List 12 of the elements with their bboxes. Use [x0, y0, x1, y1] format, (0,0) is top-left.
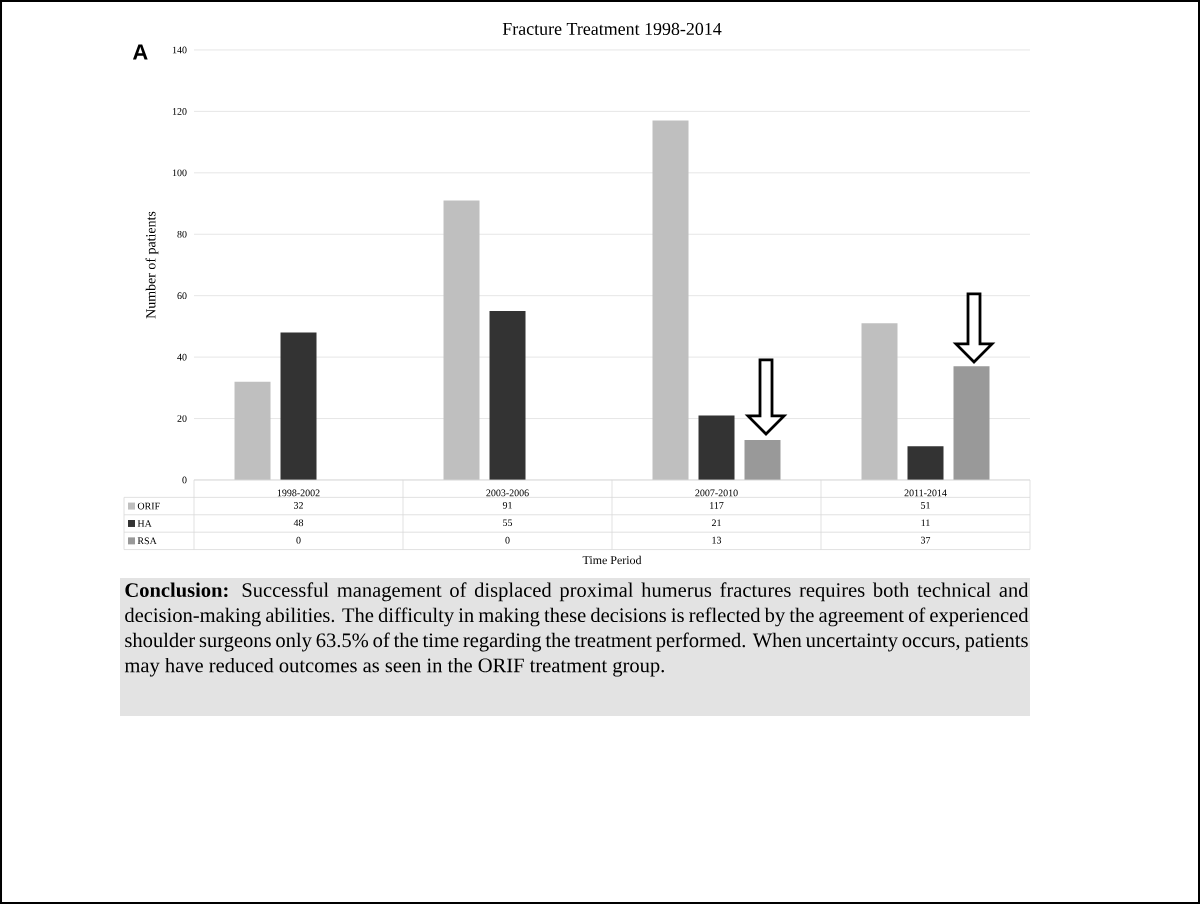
bar: [280, 332, 317, 480]
bar: [489, 311, 526, 480]
chart-title: Fracture Treatment 1998-2014: [502, 22, 722, 35]
bar: [652, 120, 689, 480]
bar: [907, 446, 944, 480]
text: Conclusion: Successful management of displaced proximal humerus fractures requires both technical and decision-making abilities. The difficulty in making these decisions is reflected by the agreement of experienced shoulder surgeons only 63.5% of the time regarding the treatment performed. When uncertainty occurs, patients may have reduced outcomes as seen in the ORIF treatment group.: [124, 582, 1029, 677]
bar: [861, 323, 898, 480]
text: A: [132, 44, 148, 60]
bar: [234, 381, 271, 480]
bar: [698, 415, 735, 480]
bar: [443, 200, 480, 480]
bar: [744, 440, 781, 480]
